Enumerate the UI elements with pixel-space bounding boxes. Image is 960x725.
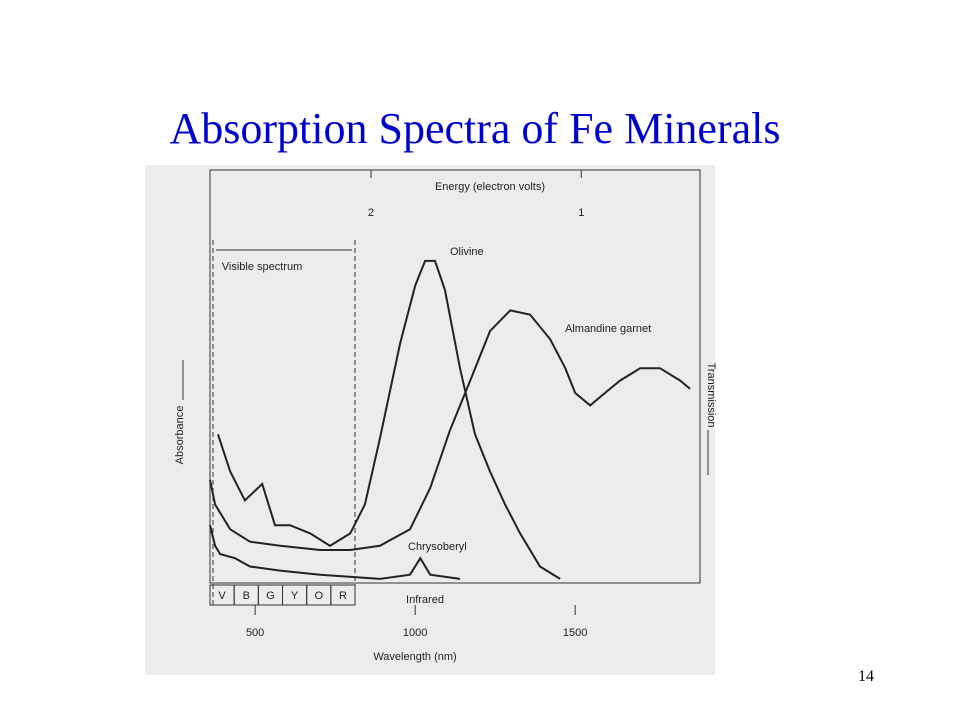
x-tick-label: 500 — [246, 627, 264, 639]
band-label: Y — [291, 590, 299, 602]
y-axis-label: Absorbance — [174, 406, 186, 465]
series-line — [209, 309, 691, 551]
series-label: Almandine garnet — [565, 323, 651, 335]
slide-title: Absorption Spectra of Fe Minerals — [170, 104, 781, 153]
page-number: 14 — [858, 668, 874, 685]
infrared-label: Infrared — [406, 594, 444, 606]
x-tick-label: 1500 — [563, 627, 587, 639]
band-label: G — [266, 590, 275, 602]
x-tick-label: 1000 — [403, 627, 427, 639]
series-label: Chrysoberyl — [408, 541, 467, 553]
x-axis-label: Wavelength (nm) — [373, 651, 456, 663]
x2-axis-label: Energy (electron volts) — [435, 181, 545, 193]
x2-tick-label: 1 — [578, 207, 584, 219]
y2-axis-label: Transmission — [705, 363, 717, 428]
series-line — [217, 259, 561, 580]
plot-frame — [209, 169, 701, 584]
band-label: V — [218, 590, 226, 602]
x2-tick-label: 2 — [368, 207, 374, 219]
visible-label: Visible spectrum — [222, 261, 303, 273]
series-label: Olivine — [450, 246, 484, 258]
series-line — [209, 524, 461, 580]
band-label: B — [243, 590, 250, 602]
band-label: R — [339, 590, 347, 602]
band-label: O — [314, 590, 323, 602]
